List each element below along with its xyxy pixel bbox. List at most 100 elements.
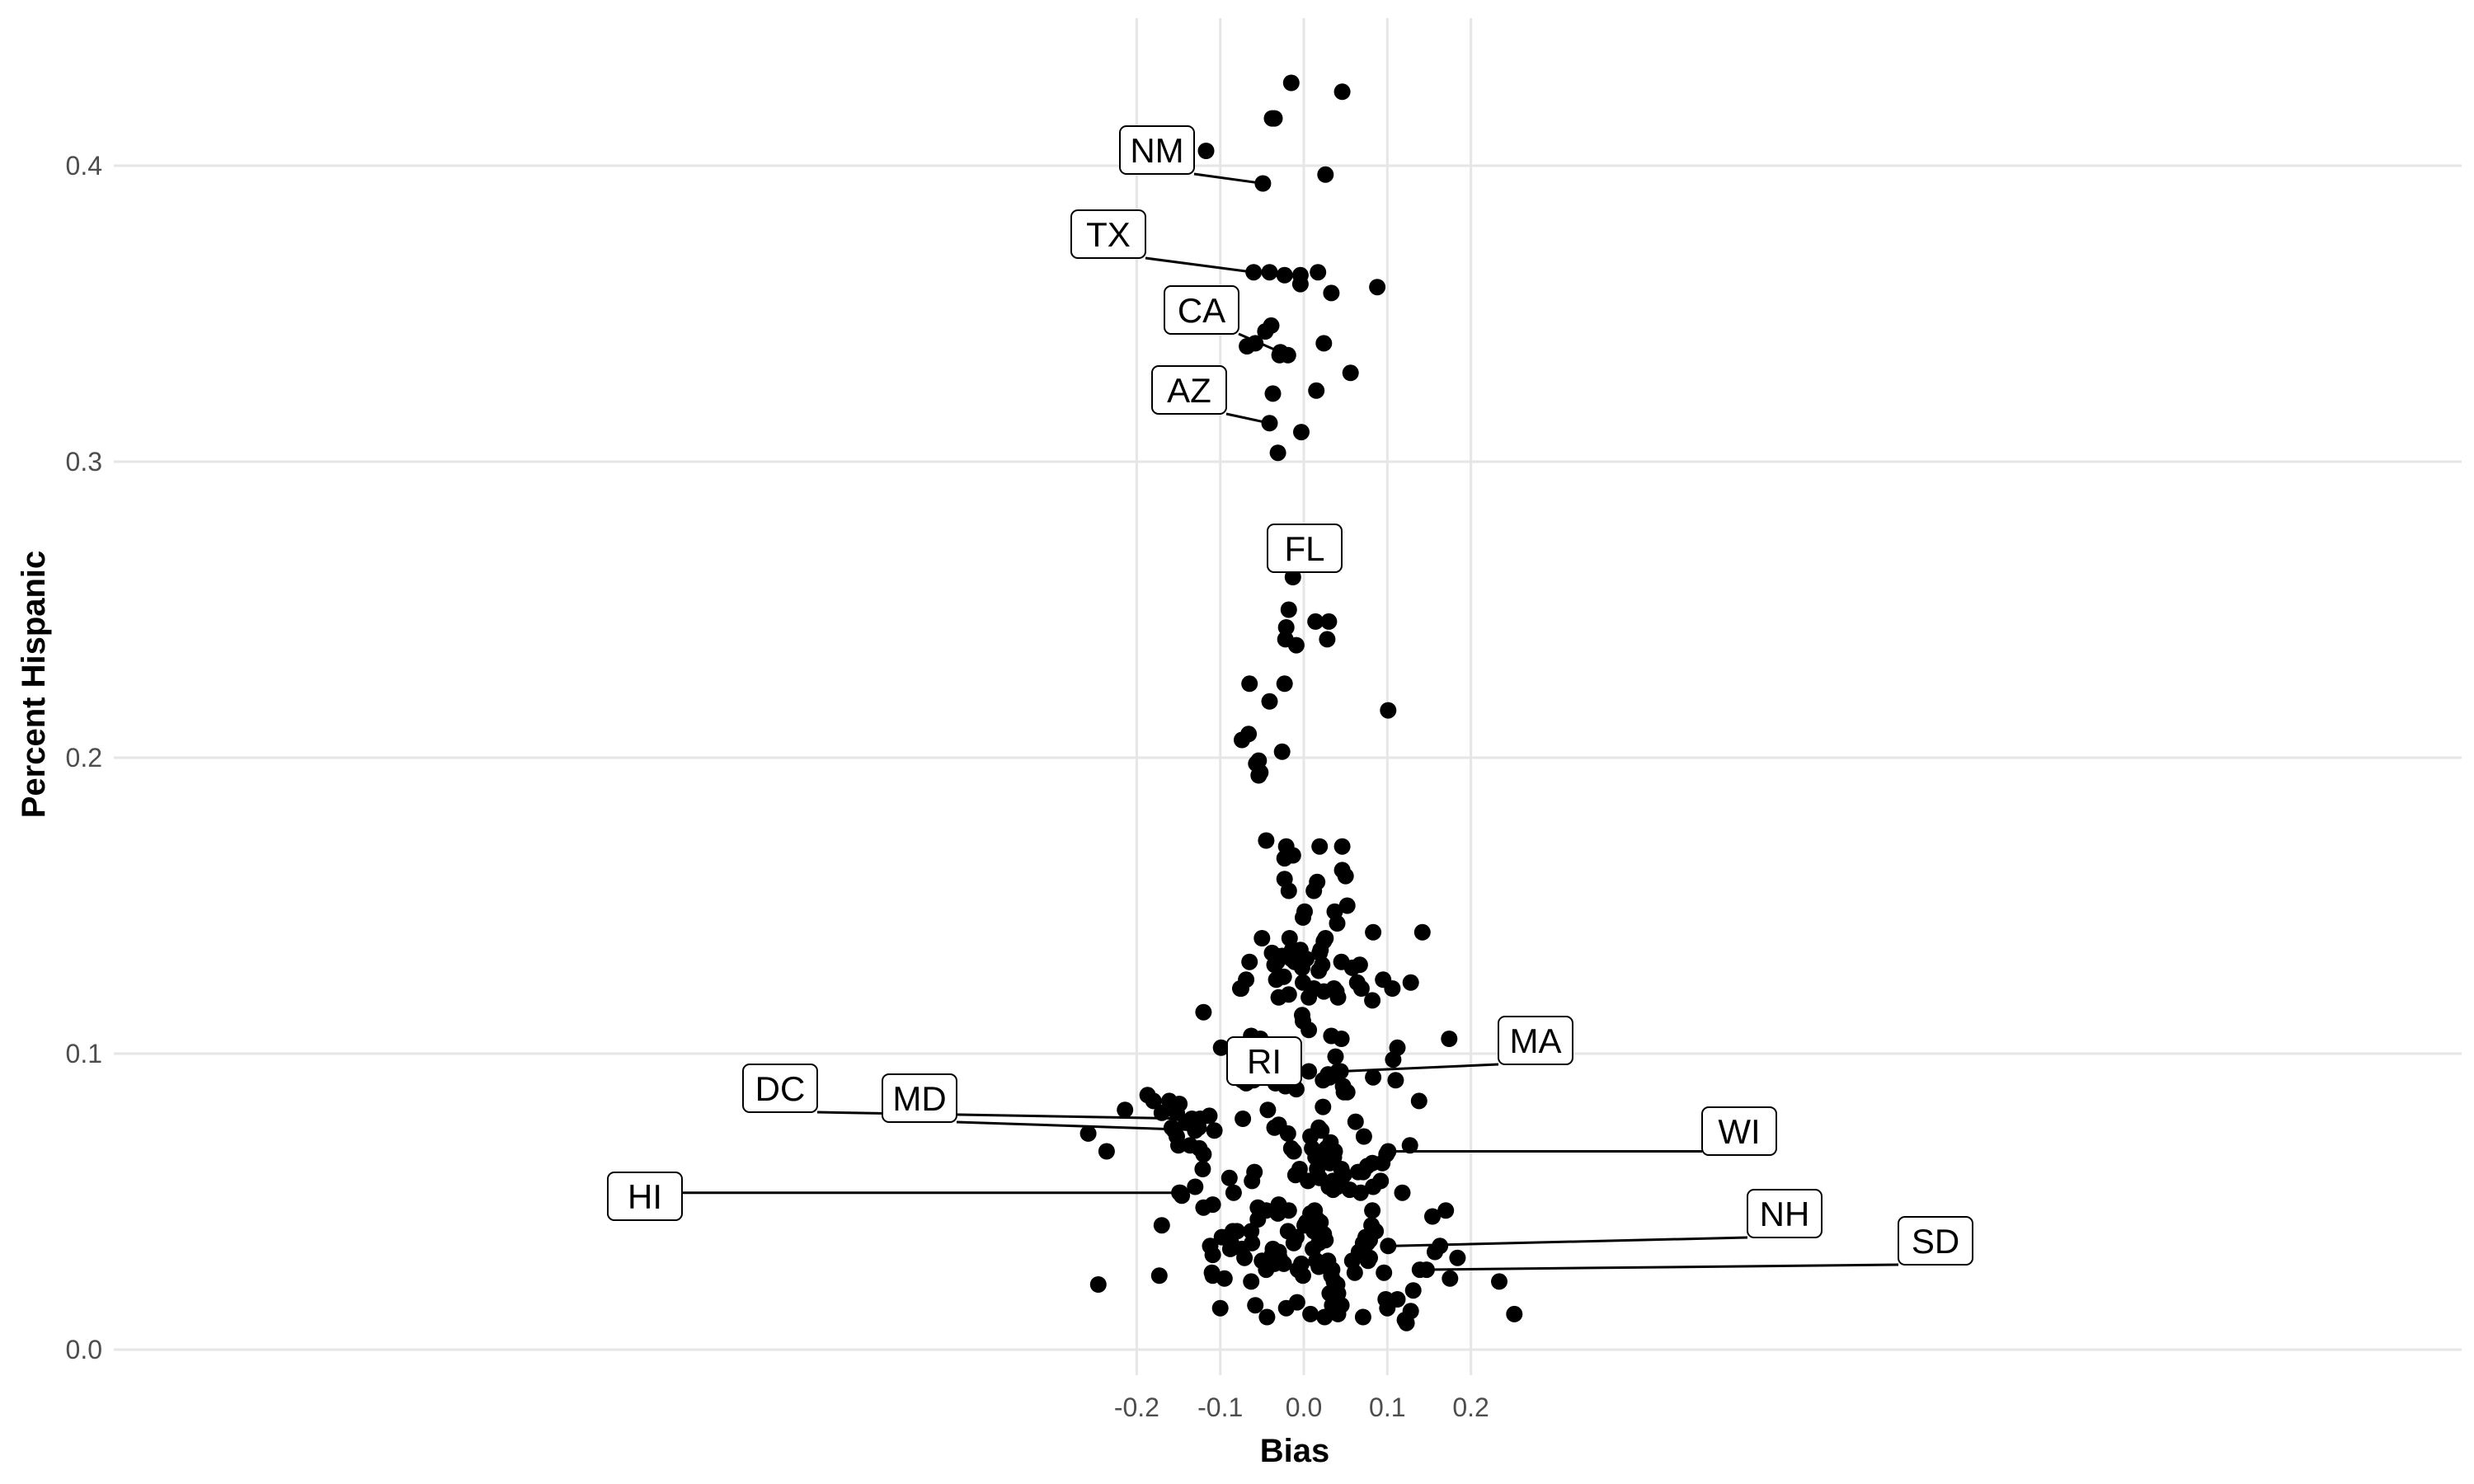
data-point xyxy=(1309,873,1326,890)
label-leader-line xyxy=(1419,1263,1899,1271)
point-label: RI xyxy=(1247,1042,1282,1081)
data-point xyxy=(1172,1184,1189,1201)
data-point xyxy=(1187,1178,1204,1195)
data-point xyxy=(1216,1270,1233,1287)
data-point xyxy=(1362,1249,1378,1266)
data-point xyxy=(1352,980,1370,997)
data-point xyxy=(1324,1172,1342,1190)
label-box xyxy=(1701,1106,1777,1156)
label-box xyxy=(1226,1036,1302,1086)
data-point xyxy=(1324,1297,1341,1314)
data-point xyxy=(1365,1178,1382,1195)
data-point xyxy=(1354,1308,1371,1326)
y-tick-label: 0.0 xyxy=(66,1335,102,1364)
data-point xyxy=(1329,989,1347,1006)
data-point xyxy=(1310,264,1327,281)
data-point xyxy=(1365,923,1382,941)
data-point xyxy=(1319,631,1336,648)
data-point xyxy=(1367,1223,1385,1240)
data-point xyxy=(1258,1308,1276,1326)
data-point xyxy=(1380,1237,1397,1255)
point-label: DC xyxy=(755,1069,806,1108)
data-point xyxy=(1413,923,1431,941)
data-point xyxy=(1263,317,1280,334)
data-point xyxy=(1364,992,1381,1009)
point-label: TX xyxy=(1086,215,1131,254)
data-point xyxy=(1442,1270,1459,1287)
label-leader-line xyxy=(1340,1063,1499,1073)
point-label: NH xyxy=(1760,1195,1810,1233)
data-point xyxy=(1380,702,1397,719)
data-point xyxy=(1369,279,1386,296)
data-point xyxy=(1308,382,1325,399)
data-point xyxy=(1317,166,1334,183)
point-labels: NM TX CA AZ FL RI MA DC MD HI WI NH SD xyxy=(607,125,1973,1271)
data-point xyxy=(1404,1282,1422,1299)
data-point xyxy=(1266,110,1283,127)
data-point xyxy=(1385,1051,1402,1068)
data-point xyxy=(1261,264,1278,281)
data-point xyxy=(1221,1169,1238,1186)
label-leader-line xyxy=(1388,1236,1748,1247)
data-point xyxy=(1315,983,1333,1000)
data-point xyxy=(1506,1305,1523,1322)
data-point xyxy=(1275,968,1292,985)
data-point xyxy=(1246,1163,1263,1181)
data-point xyxy=(1329,915,1346,932)
y-axis-title: Percent Hispanic xyxy=(16,551,52,819)
data-point xyxy=(1243,1223,1260,1240)
data-point xyxy=(1195,1146,1212,1163)
grid xyxy=(114,18,2462,1375)
data-point xyxy=(1310,1258,1328,1275)
data-point xyxy=(1150,1267,1168,1284)
data-point xyxy=(1212,1039,1230,1056)
data-point xyxy=(1320,613,1338,630)
data-point xyxy=(1244,1234,1261,1252)
data-point xyxy=(1351,956,1368,974)
data-point xyxy=(1316,1308,1333,1326)
data-point xyxy=(1235,1111,1252,1127)
data-point xyxy=(1250,767,1268,784)
x-tick-label: 0.2 xyxy=(1452,1392,1489,1422)
data-point xyxy=(1365,1068,1382,1086)
data-point xyxy=(1389,1291,1406,1308)
y-tick-label: 0.1 xyxy=(66,1039,102,1068)
data-point xyxy=(1295,909,1311,926)
x-axis-title: Bias xyxy=(1260,1433,1330,1469)
y-tick-label: 0.4 xyxy=(66,151,102,181)
point-label: SD xyxy=(1912,1222,1959,1261)
data-point xyxy=(1264,385,1282,402)
data-point xyxy=(1280,601,1297,618)
label-box xyxy=(1151,365,1227,415)
point-label: CA xyxy=(1178,291,1225,330)
data-point xyxy=(1236,1249,1253,1266)
data-point xyxy=(1364,1202,1381,1219)
data-point xyxy=(1410,1092,1427,1110)
data-point xyxy=(1153,1217,1170,1234)
data-point xyxy=(1302,1305,1319,1322)
data-point xyxy=(1449,1249,1466,1266)
data-point xyxy=(1298,951,1315,968)
point-label: NM xyxy=(1130,131,1183,170)
data-point xyxy=(1258,832,1275,849)
data-point xyxy=(1233,980,1249,997)
data-point xyxy=(1229,1223,1245,1240)
data-point xyxy=(1300,1021,1318,1039)
label-leader-line xyxy=(816,1111,1192,1120)
data-point xyxy=(1277,619,1295,636)
data-point xyxy=(1284,847,1301,864)
data-point xyxy=(1323,284,1340,302)
data-point xyxy=(1211,1299,1229,1317)
data-point xyxy=(1285,1143,1302,1160)
point-label: AZ xyxy=(1167,371,1211,410)
data-point xyxy=(1195,1199,1212,1216)
data-point xyxy=(1253,930,1271,946)
data-point xyxy=(1342,364,1359,382)
data-point xyxy=(1254,175,1272,192)
data-point xyxy=(1300,1172,1317,1190)
data-point xyxy=(1384,980,1401,997)
label-box xyxy=(1267,524,1343,573)
point-label: WI xyxy=(1718,1112,1760,1151)
data-point xyxy=(1273,743,1291,760)
